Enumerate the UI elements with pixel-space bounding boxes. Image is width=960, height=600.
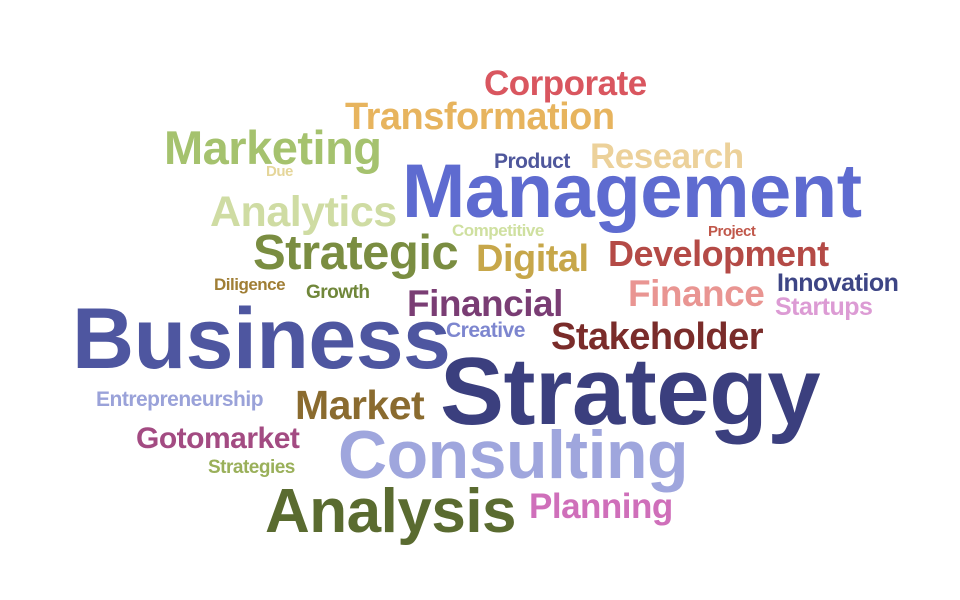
word-gotomarket: Gotomarket [136,422,300,455]
word-startups: Startups [775,293,873,321]
word-due: Due [266,163,293,180]
word-finance: Finance [628,273,765,314]
word-consulting: Consulting [338,417,689,493]
word-business: Business [72,291,451,387]
word-development: Development [608,233,829,274]
word-transformation: Transformation [345,96,615,138]
word-competitive: Competitive [452,221,544,240]
word-planning: Planning [529,487,673,526]
word-entrepreneurship: Entrepreneurship [96,388,264,411]
word-product: Product [494,150,570,173]
word-corporate: Corporate [484,64,647,103]
word-innovation: Innovation [777,269,899,297]
word-creative: Creative [446,319,525,342]
word-diligence: Diligence [214,275,286,294]
word-financial: Financial [407,283,563,324]
word-stakeholder: Stakeholder [551,316,764,358]
word-digital: Digital [476,238,589,280]
word-strategies: Strategies [208,457,295,478]
word-strategic: Strategic [253,226,459,280]
word-growth: Growth [306,282,370,303]
word-marketing: Marketing [164,121,382,174]
word-research: Research [590,137,744,176]
word-strategy: Strategy [440,338,821,445]
word-market: Market [295,382,425,428]
word-analysis: Analysis [265,477,517,546]
word-project: Project [708,223,756,240]
word-management: Management [402,149,862,234]
word-analytics: Analytics [210,188,397,236]
